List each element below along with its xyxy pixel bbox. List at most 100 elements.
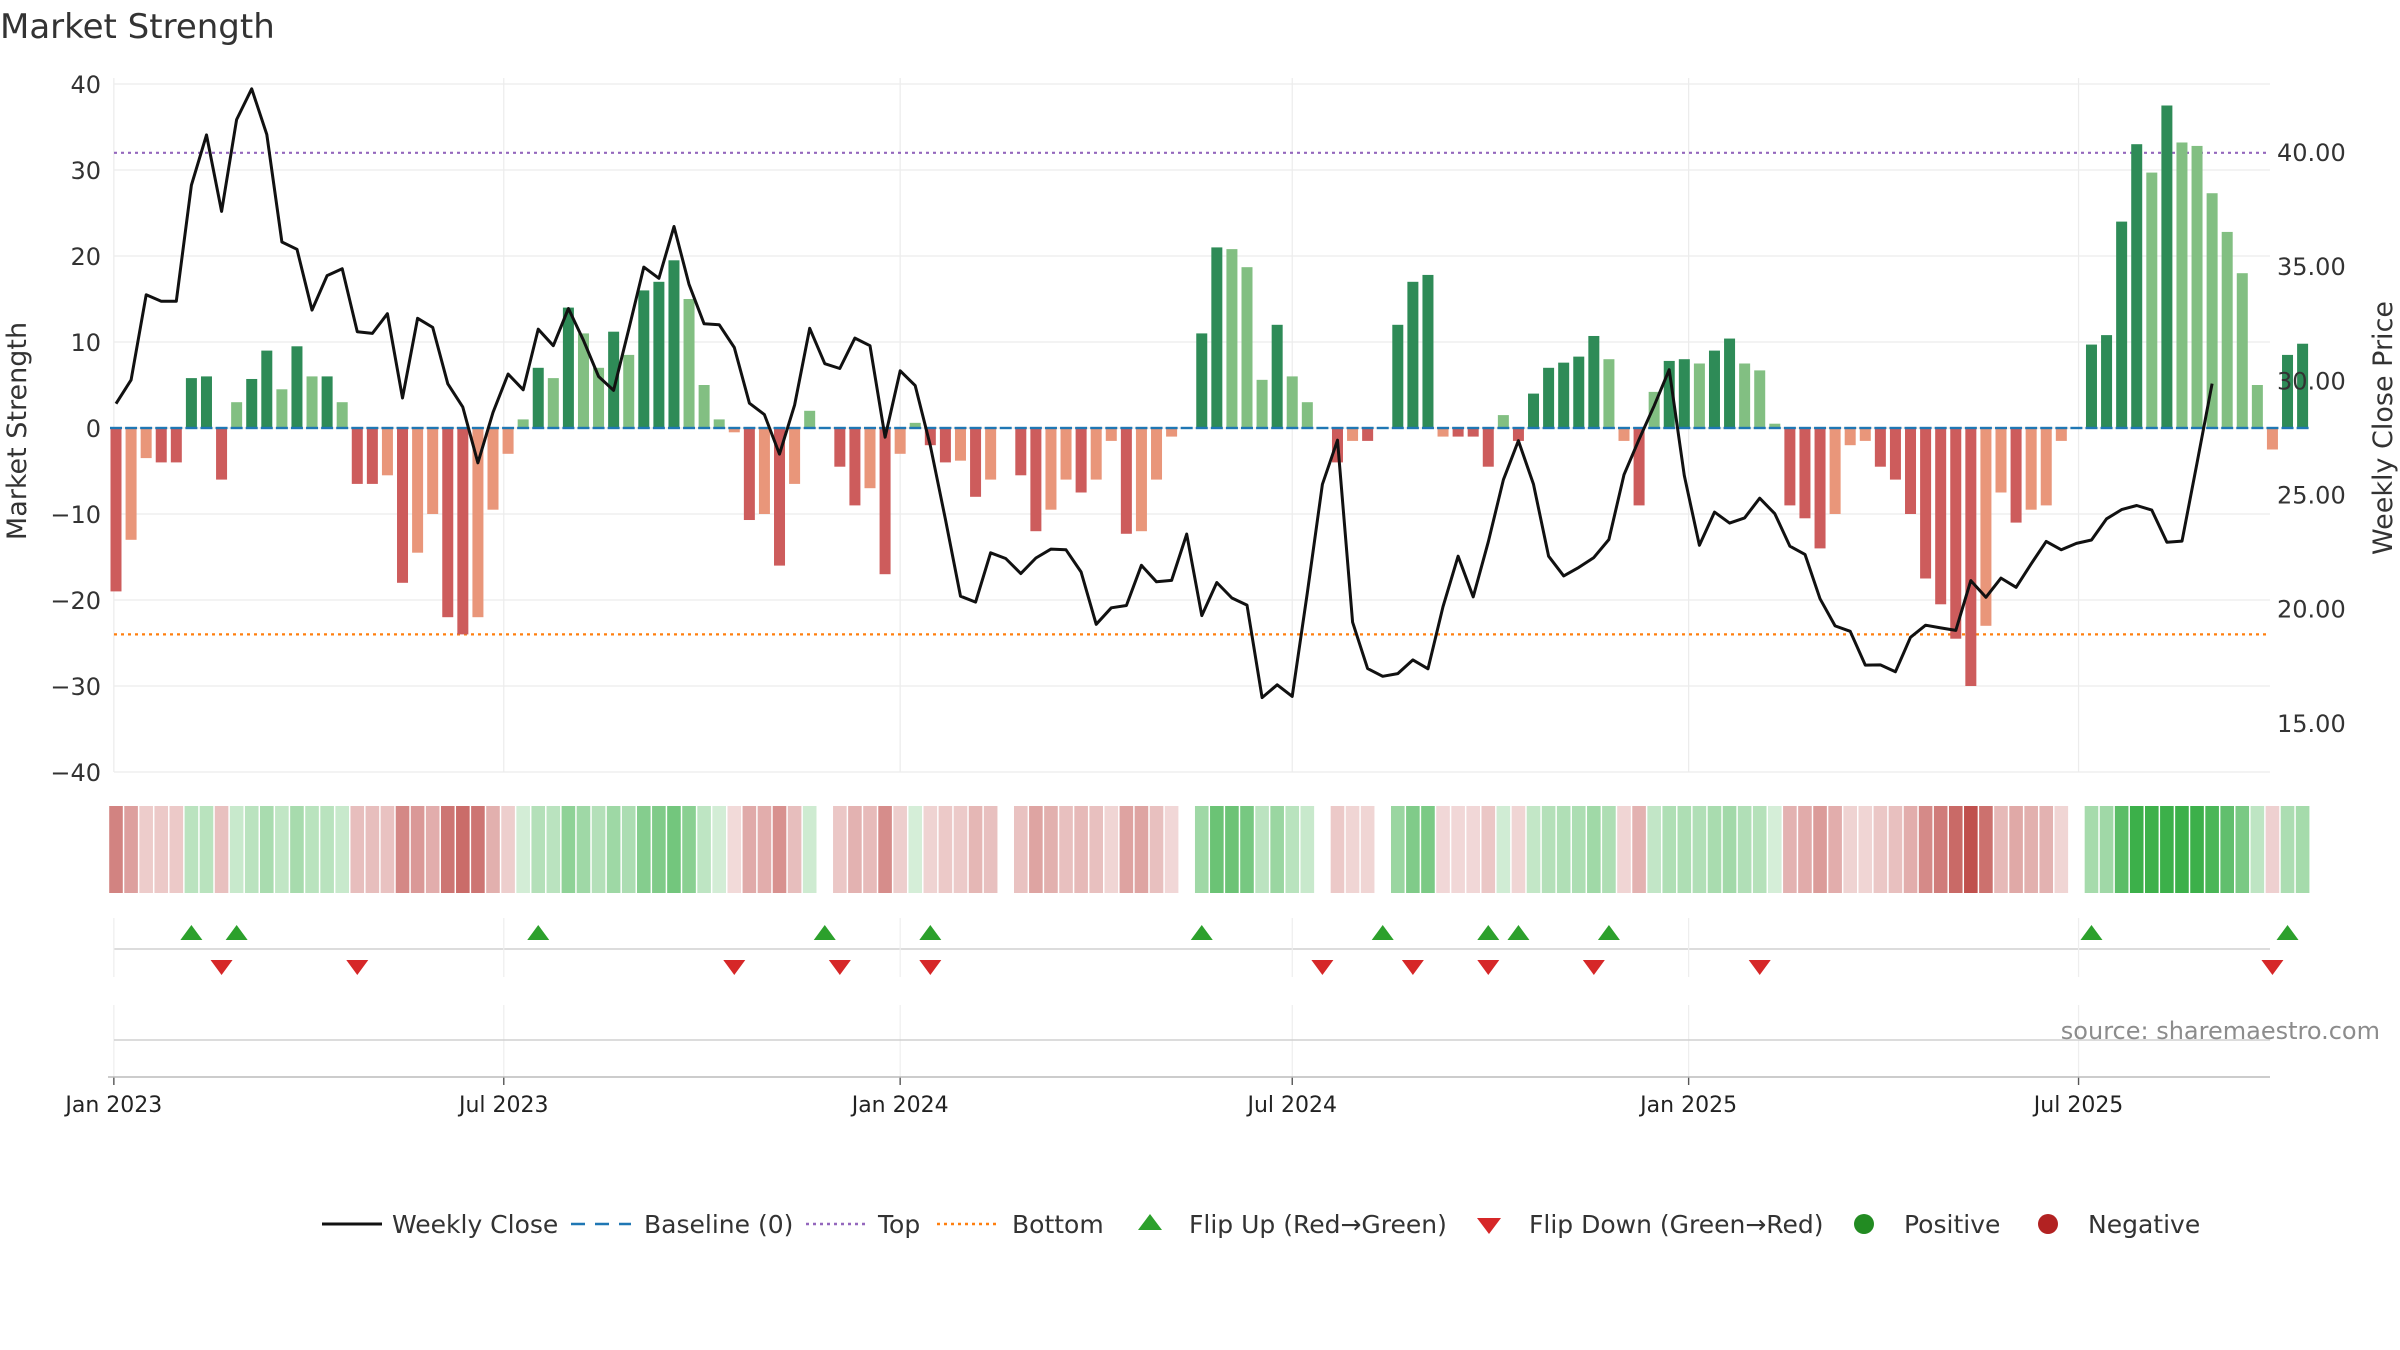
bar-negative	[1135, 428, 1147, 532]
bar-negative	[442, 428, 454, 618]
bar-negative	[1814, 428, 1826, 549]
heat-cell	[1406, 806, 1420, 893]
heat-cell	[2265, 806, 2280, 893]
bar-negative	[1512, 428, 1524, 441]
heat-cell	[1360, 806, 1375, 893]
heat-cell	[440, 806, 455, 893]
heat-cell	[1014, 806, 1028, 893]
bar-negative	[728, 428, 740, 433]
bar-negative	[1905, 428, 1917, 514]
legend-label: Weekly Close	[392, 1210, 558, 1239]
bar-positive	[1739, 363, 1751, 428]
heat-cell	[1783, 806, 1797, 893]
bar-negative	[985, 428, 997, 480]
bar-positive	[1226, 249, 1238, 428]
heat-cell	[1541, 806, 1556, 893]
bar-positive	[1678, 359, 1690, 428]
heat-cell	[1617, 806, 1631, 893]
heat-cell	[1436, 806, 1450, 893]
bar-positive	[1422, 274, 1434, 428]
bar-negative	[1784, 428, 1796, 506]
heat-cell	[1225, 806, 1239, 893]
heat-cell	[184, 806, 199, 893]
bar-positive	[713, 419, 725, 428]
bar-negative	[1347, 428, 1359, 441]
y2-axis-label: Weekly Close Price	[2368, 301, 2399, 555]
y2-tick-label: 40.00	[2277, 139, 2346, 167]
heat-cell	[1707, 806, 1722, 893]
legend-label: Positive	[1904, 1210, 2000, 1239]
heat-cell	[637, 806, 651, 893]
heat-cell	[124, 806, 138, 893]
bar-negative	[2025, 428, 2037, 510]
bar-negative	[2266, 428, 2278, 450]
heat-cell	[1918, 806, 1933, 893]
bar-positive	[336, 402, 348, 428]
bar-negative	[2010, 428, 2022, 523]
heat-cell	[2009, 806, 2023, 893]
bar-negative	[1920, 428, 1932, 579]
bar-positive	[1256, 379, 1268, 428]
heat-cell	[576, 806, 591, 893]
heat-cell	[833, 806, 847, 893]
reference-lines	[114, 151, 2270, 636]
bar-positive	[909, 422, 921, 428]
bar-positive	[321, 376, 333, 428]
y-axis-label: Market Strength	[2, 322, 33, 540]
bar-positive	[1528, 393, 1540, 428]
heat-cell	[591, 806, 606, 893]
heat-cell	[109, 806, 123, 893]
heat-cell	[757, 806, 772, 893]
bar-positive	[608, 331, 620, 428]
heat-cell	[2039, 806, 2054, 893]
heat-cell	[2175, 806, 2189, 893]
heat-cell	[606, 806, 621, 893]
bar-negative	[864, 428, 876, 489]
legend-negative-swatch	[2038, 1214, 2058, 1234]
y2-tick-label: 25.00	[2277, 482, 2346, 510]
heat-cell	[471, 806, 485, 893]
bar-negative	[1633, 428, 1645, 506]
bar-positive	[653, 281, 665, 428]
bar-negative	[1618, 428, 1630, 441]
x-tick-label: Jul 2025	[2032, 1093, 2124, 1118]
bar-negative	[1889, 428, 1901, 480]
heat-cell	[2235, 806, 2250, 893]
bar-positive	[2131, 144, 2143, 428]
heat-cell	[1722, 806, 1737, 893]
heat-cell	[2024, 806, 2038, 893]
bar-negative	[125, 428, 137, 540]
y-tick-label: 10	[70, 329, 101, 357]
bar-negative	[397, 428, 409, 583]
heat-cell	[350, 806, 365, 893]
heat-cell	[1994, 806, 2008, 893]
bar-negative	[1105, 428, 1117, 441]
heat-cell	[1858, 806, 1873, 893]
heat-cell	[244, 806, 259, 893]
heat-cell	[1813, 806, 1827, 893]
bar-positive	[1497, 415, 1509, 428]
flip-up-marker	[1477, 925, 1500, 940]
bar-positive	[532, 367, 544, 428]
legend-flip-down-swatch	[1477, 1218, 1501, 1234]
heat-cell	[1119, 806, 1134, 893]
bar-negative	[1030, 428, 1042, 532]
heat-cell	[516, 806, 530, 893]
flip-down-marker	[723, 960, 746, 975]
heat-cell	[154, 806, 169, 893]
heat-cell	[727, 806, 742, 893]
heat-cell	[425, 806, 440, 893]
bar-positive	[2236, 273, 2248, 428]
bar-negative	[1935, 428, 1947, 605]
legend-label: Top	[877, 1210, 920, 1239]
bar-positive	[2282, 354, 2294, 428]
flip-down-marker	[1401, 960, 1424, 975]
heat-cell	[1662, 806, 1677, 893]
heat-cell	[2129, 806, 2144, 893]
heat-cell	[742, 806, 757, 893]
legend: Weekly Close Baseline (0) Top Bottom Flip Up…	[322, 1210, 2200, 1239]
bar-positive	[1648, 391, 1660, 428]
flip-up-marker	[180, 925, 203, 940]
bar-negative	[1829, 428, 1841, 514]
heat-cell	[1029, 806, 1043, 893]
